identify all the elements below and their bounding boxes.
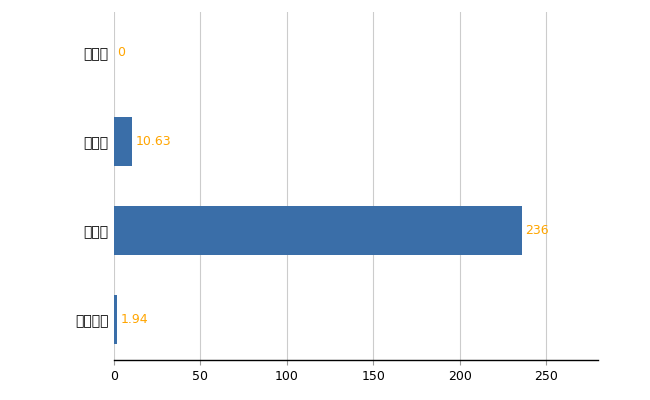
Text: 236: 236 [525,224,549,237]
Bar [114,117,132,166]
Text: 10.63: 10.63 [136,135,171,148]
Text: 1.94: 1.94 [120,313,148,326]
Bar [114,295,117,344]
Bar [114,206,522,255]
Text: 0: 0 [117,46,125,59]
